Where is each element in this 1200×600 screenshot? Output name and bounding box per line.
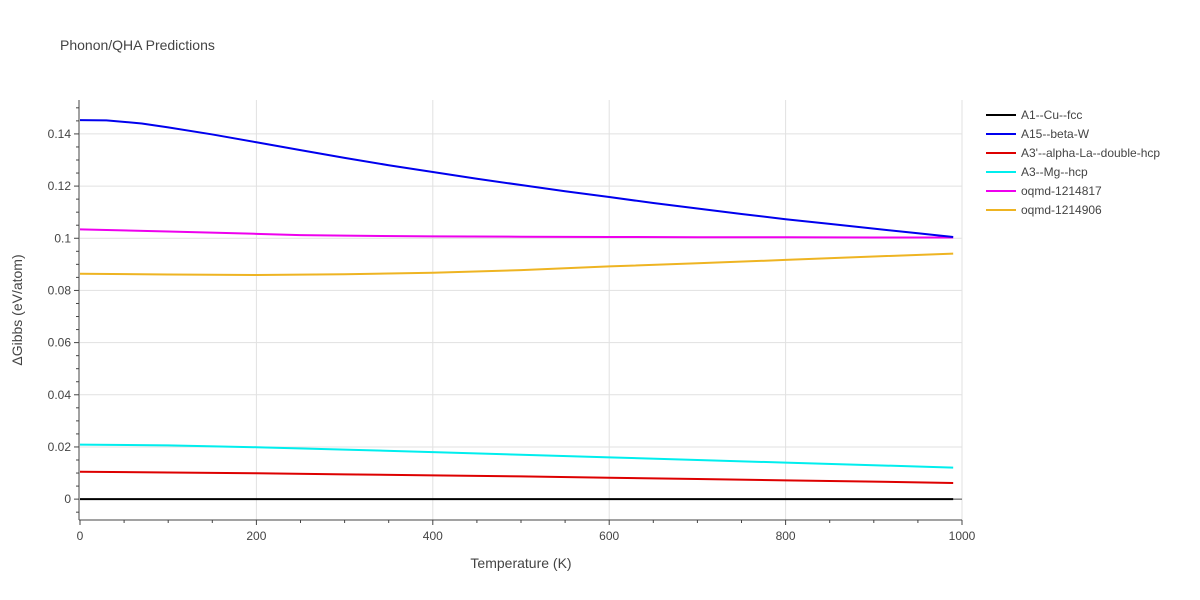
legend-label: oqmd-1214906 bbox=[1021, 203, 1102, 217]
legend-label: A3--Mg--hcp bbox=[1021, 165, 1088, 179]
x-tick-label: 200 bbox=[246, 529, 266, 543]
series-line-a15-beta-w bbox=[79, 119, 954, 238]
legend-item[interactable]: A1--Cu--fcc bbox=[986, 108, 1082, 122]
chart-title: Phonon/QHA Predictions bbox=[60, 37, 215, 53]
x-tick-label: 400 bbox=[423, 529, 443, 543]
series-line-a3-mg-hcp bbox=[79, 443, 954, 469]
legend-label: A15--beta-W bbox=[1021, 127, 1090, 141]
y-tick-label: 0.08 bbox=[48, 283, 72, 297]
y-axis-title: ΔGibbs (eV/atom) bbox=[9, 254, 25, 365]
x-tick-label: 800 bbox=[776, 529, 796, 543]
x-axis-title: Temperature (K) bbox=[470, 555, 571, 571]
legend-item[interactable]: A3--Mg--hcp bbox=[986, 165, 1088, 179]
axes: 0 200 400 600 800 1000 0 0.02 0.04 0.06 0.08 0.1 0.1… bbox=[48, 100, 976, 543]
y-tick-label: 0.14 bbox=[48, 127, 72, 141]
y-tick-label: 0.06 bbox=[48, 336, 72, 350]
legend-item[interactable]: oqmd-1214906 bbox=[986, 203, 1102, 217]
x-tick-label: 1000 bbox=[949, 529, 976, 543]
legend-label: A3'--alpha-La--double-hcp bbox=[1021, 146, 1160, 160]
y-tick-label: 0.04 bbox=[48, 388, 72, 402]
series-line-a3-alpha-la-double-hcp bbox=[79, 470, 954, 484]
y-tick-label: 0.02 bbox=[48, 440, 72, 454]
series-layer bbox=[79, 119, 954, 501]
legend-label: oqmd-1214817 bbox=[1021, 184, 1102, 198]
y-tick-label: 0.12 bbox=[48, 179, 72, 193]
legend-item[interactable]: oqmd-1214817 bbox=[986, 184, 1102, 198]
x-tick-label: 0 bbox=[77, 529, 84, 543]
y-tick-label: 0 bbox=[64, 492, 71, 506]
series-line-oqmd-1214906 bbox=[79, 252, 954, 277]
legend-item[interactable]: A3'--alpha-La--double-hcp bbox=[986, 146, 1160, 160]
legend-label: A1--Cu--fcc bbox=[1021, 108, 1082, 122]
series-line-oqmd-1214817 bbox=[79, 228, 954, 239]
legend[interactable]: A1--Cu--fcc A15--beta-W A3'--alpha-La--dou… bbox=[986, 108, 1160, 217]
y-tick-label: 0.1 bbox=[54, 231, 71, 245]
legend-item[interactable]: A15--beta-W bbox=[986, 127, 1090, 141]
x-tick-label: 600 bbox=[599, 529, 619, 543]
